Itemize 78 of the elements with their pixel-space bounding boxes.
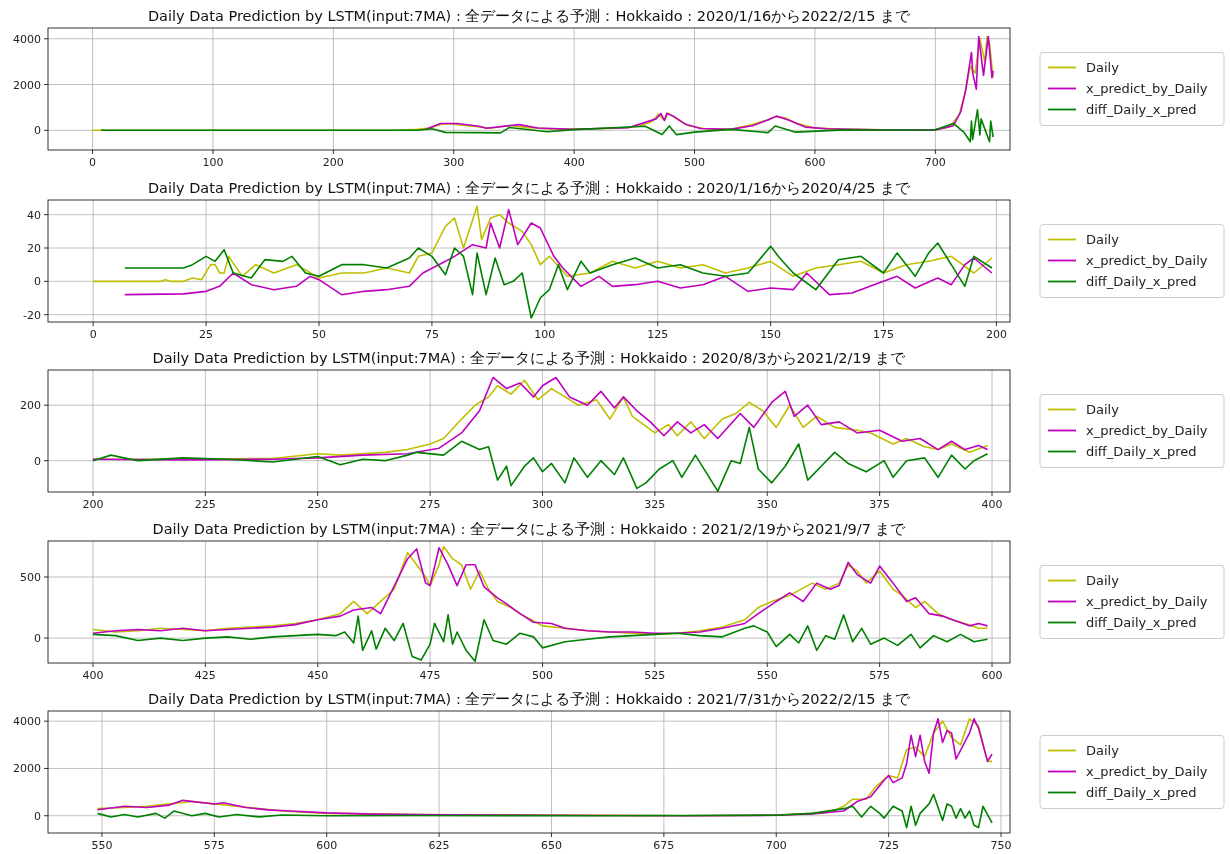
x-tick-label: 375	[869, 498, 891, 511]
x-tick-label: 0	[89, 328, 97, 341]
y-tick-label: 500	[20, 571, 41, 585]
y-tick-label: 0	[34, 275, 41, 289]
y-tick-label: 20	[27, 242, 41, 255]
y-tick-label: 40	[27, 208, 41, 222]
x-tick-label: 550	[756, 669, 778, 682]
legend-label: diff_Daily_x_pred	[1086, 785, 1197, 800]
chart-title: Daily Data Prediction by LSTM(input:7MA) : 全データによる予測：Hokkaido : 2021/7/31から2022/2/15 まで	[147, 691, 912, 707]
x-tick-label: 175	[873, 328, 895, 341]
y-tick-label: 4000	[13, 32, 41, 46]
legend-label: Daily	[1086, 232, 1120, 247]
x-tick-label: 600	[981, 669, 1003, 682]
y-tick-label: 0	[34, 809, 41, 823]
x-tick-label: 50	[311, 328, 326, 341]
x-tick-label: 100	[534, 328, 556, 341]
x-tick-label: 125	[647, 328, 669, 341]
x-tick-label: 475	[419, 669, 441, 682]
x-tick-label: 300	[443, 156, 465, 169]
x-tick-label: 200	[322, 156, 344, 169]
x-tick-label: 250	[307, 498, 329, 511]
x-tick-label: 750	[990, 839, 1012, 852]
chart-title: Daily Data Prediction by LSTM(input:7MA) : 全データによる予測：Hokkaido : 2020/1/16から2022/2/15 まで	[147, 8, 912, 24]
legend-label: Daily	[1086, 402, 1120, 417]
legend-label: x_predict_by_Daily	[1086, 423, 1208, 438]
x-tick-label: 100	[202, 156, 224, 169]
legend-label: Daily	[1086, 573, 1120, 588]
y-tick-label: 2000	[13, 78, 41, 92]
legend-label: x_predict_by_Daily	[1086, 81, 1208, 96]
x-tick-label: 400	[82, 669, 104, 682]
legend-label: diff_Daily_x_pred	[1086, 444, 1197, 459]
x-tick-label: 725	[878, 839, 900, 852]
x-tick-label: 600	[804, 156, 826, 169]
y-tick-label: 0	[34, 124, 41, 138]
x-tick-label: 150	[760, 328, 782, 341]
legend-label: x_predict_by_Daily	[1086, 594, 1208, 609]
x-tick-label: 350	[756, 498, 778, 511]
chart-title: Daily Data Prediction by LSTM(input:7MA) : 全データによる予測：Hokkaido : 2021/2/19から2021/9/7 まで	[152, 521, 907, 537]
x-tick-label: 325	[644, 498, 666, 511]
chart-title: Daily Data Prediction by LSTM(input:7MA) : 全データによる予測：Hokkaido : 2020/1/16から2020/4/25 まで	[147, 180, 912, 196]
x-tick-label: 200	[985, 328, 1007, 341]
x-tick-label: 625	[428, 839, 450, 852]
x-tick-label: 675	[653, 839, 675, 852]
y-tick-label: 2000	[13, 762, 41, 776]
x-tick-label: 0	[89, 156, 97, 169]
legend-label: x_predict_by_Daily	[1086, 253, 1208, 268]
x-tick-label: 425	[194, 669, 216, 682]
x-tick-label: 225	[194, 498, 216, 511]
x-tick-label: 600	[316, 839, 338, 852]
x-tick-label: 650	[540, 839, 562, 852]
legend-label: x_predict_by_Daily	[1086, 764, 1208, 779]
x-tick-label: 200	[82, 498, 104, 511]
y-tick-label: 4000	[13, 715, 41, 729]
y-tick-label: 0	[34, 454, 41, 468]
x-tick-label: 400	[981, 498, 1003, 511]
x-tick-label: 575	[203, 839, 225, 852]
x-tick-label: 525	[644, 669, 666, 682]
legend-label: Daily	[1086, 60, 1120, 75]
x-tick-label: 300	[531, 498, 553, 511]
legend-label: diff_Daily_x_pred	[1086, 274, 1197, 289]
x-tick-label: 700	[924, 156, 946, 169]
legend-label: Daily	[1086, 743, 1120, 758]
y-tick-label: 200	[20, 399, 41, 413]
x-tick-label: 75	[424, 328, 439, 341]
x-tick-label: 25	[199, 328, 214, 341]
x-tick-label: 575	[869, 669, 891, 682]
x-tick-label: 700	[765, 839, 787, 852]
chart-title: Daily Data Prediction by LSTM(input:7MA) : 全データによる予測：Hokkaido : 2020/8/3から2021/2/19 まで	[152, 350, 907, 366]
legend-label: diff_Daily_x_pred	[1086, 615, 1197, 630]
y-tick-label: -20	[23, 308, 41, 322]
x-tick-label: 400	[563, 156, 585, 169]
x-tick-label: 550	[91, 839, 113, 852]
x-tick-label: 500	[531, 669, 553, 682]
x-tick-label: 275	[419, 498, 441, 511]
y-tick-label: 0	[34, 632, 41, 646]
x-tick-label: 500	[684, 156, 706, 169]
x-tick-label: 450	[307, 669, 329, 682]
legend-label: diff_Daily_x_pred	[1086, 102, 1197, 117]
